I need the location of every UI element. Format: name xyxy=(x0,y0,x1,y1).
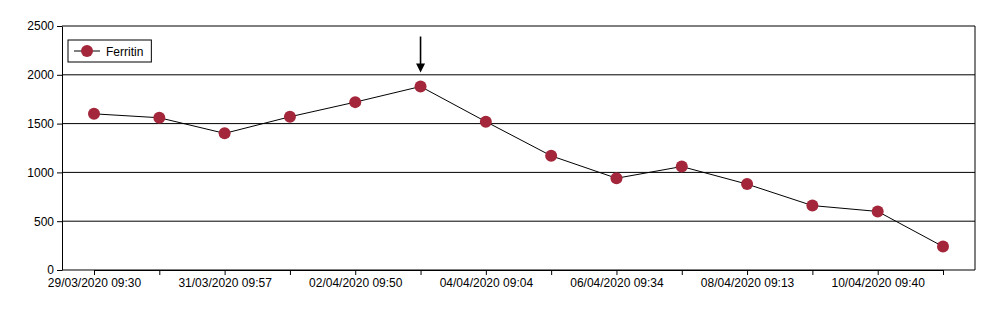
y-tick-mark xyxy=(57,221,62,222)
x-tick xyxy=(943,270,944,275)
x-tick-mark xyxy=(355,270,356,275)
x-tick xyxy=(421,270,422,275)
y-tick-label: 2000 xyxy=(27,68,54,82)
x-tick xyxy=(159,270,160,275)
marker xyxy=(480,116,492,128)
y-tick-mark xyxy=(57,75,62,76)
grid-line xyxy=(62,26,975,27)
x-axis: 29/03/2020 09:30 31/03/2020 09:57 02/04/20… xyxy=(48,270,944,290)
arrow xyxy=(416,37,425,73)
grid-line xyxy=(62,74,975,75)
legend-box xyxy=(68,40,151,62)
x-tick: 29/03/2020 09:30 xyxy=(48,270,142,290)
y-tick: 2000 xyxy=(27,68,62,82)
x-tick-mark xyxy=(486,270,487,275)
x-tick-mark xyxy=(290,270,291,275)
y-tick: 2500 xyxy=(27,19,62,33)
y-tick-mark xyxy=(57,124,62,125)
y-tick-label: 2500 xyxy=(27,19,54,33)
x-tick-mark xyxy=(551,270,552,275)
x-tick: 31/03/2020 09:57 xyxy=(178,270,272,290)
x-tick-label: 08/04/2020 09:13 xyxy=(701,276,795,290)
x-tick-label: 02/04/2020 09:50 xyxy=(309,276,403,290)
x-tick xyxy=(682,270,683,275)
x-tick-mark xyxy=(159,270,160,275)
legend-item: Ferritin xyxy=(74,45,143,59)
x-tick-mark xyxy=(225,270,226,275)
marks xyxy=(88,81,949,253)
x-tick-mark xyxy=(878,270,879,275)
x-tick: 02/04/2020 09:50 xyxy=(309,270,403,290)
grid-line xyxy=(62,172,975,173)
marker xyxy=(153,112,165,124)
marker xyxy=(88,108,100,120)
y-tick: 1000 xyxy=(27,166,62,180)
x-tick-label: 06/04/2020 09:34 xyxy=(570,276,664,290)
y-tick: 500 xyxy=(34,215,62,229)
y-tick-label: 500 xyxy=(34,215,54,229)
y-axis-line xyxy=(62,27,63,271)
x-tick xyxy=(290,270,291,275)
marker xyxy=(872,205,884,217)
x-axis-line xyxy=(95,270,944,271)
x-tick-label: 31/03/2020 09:57 xyxy=(178,276,272,290)
marker xyxy=(741,178,753,190)
x-tick-mark xyxy=(943,270,944,275)
x-tick-label: 29/03/2020 09:30 xyxy=(48,276,142,290)
marker xyxy=(349,96,361,108)
x-tick: 04/04/2020 09:04 xyxy=(440,270,534,290)
x-tick-mark xyxy=(682,270,683,275)
y-tick-label: 1000 xyxy=(27,166,54,180)
y-tick-mark xyxy=(57,270,62,271)
y-tick-mark xyxy=(57,26,62,27)
frame xyxy=(975,26,976,270)
legend-marker xyxy=(81,45,93,57)
series-line xyxy=(94,87,943,247)
x-tick xyxy=(812,270,813,275)
grid-line xyxy=(62,270,975,271)
marker xyxy=(415,81,427,93)
marker xyxy=(610,172,622,184)
marker xyxy=(284,111,296,123)
chart: 0500100015002000250029/03/2020 09:3031/0… xyxy=(0,0,1000,312)
x-tick-mark xyxy=(747,270,748,275)
marker xyxy=(545,150,557,162)
marker xyxy=(219,127,231,139)
marker xyxy=(806,200,818,212)
x-tick: 06/04/2020 09:34 xyxy=(570,270,664,290)
x-tick-mark xyxy=(616,270,617,275)
x-tick-label: 10/04/2020 09:40 xyxy=(831,276,925,290)
legend-label: Ferritin xyxy=(106,45,143,59)
plot: 0500100015002000250029/03/2020 09:3031/0… xyxy=(27,19,975,289)
x-tick-mark xyxy=(421,270,422,275)
y-tick: 1500 xyxy=(27,117,62,131)
marker xyxy=(937,241,949,253)
grid-line xyxy=(62,221,975,222)
grid-line xyxy=(62,123,975,124)
grid xyxy=(62,26,975,270)
x-tick-mark xyxy=(94,270,95,275)
y-axis: 05001000150020002500 xyxy=(27,19,62,277)
marker xyxy=(676,161,688,173)
y-tick-label: 1500 xyxy=(27,117,54,131)
x-tick-label: 04/04/2020 09:04 xyxy=(440,276,534,290)
x-tick-mark xyxy=(812,270,813,275)
x-tick: 10/04/2020 09:40 xyxy=(831,270,925,290)
x-tick: 08/04/2020 09:13 xyxy=(701,270,795,290)
legend: Ferritin xyxy=(68,40,151,62)
y-tick-mark xyxy=(57,172,62,173)
arrow-head xyxy=(416,64,425,73)
x-tick xyxy=(551,270,552,275)
